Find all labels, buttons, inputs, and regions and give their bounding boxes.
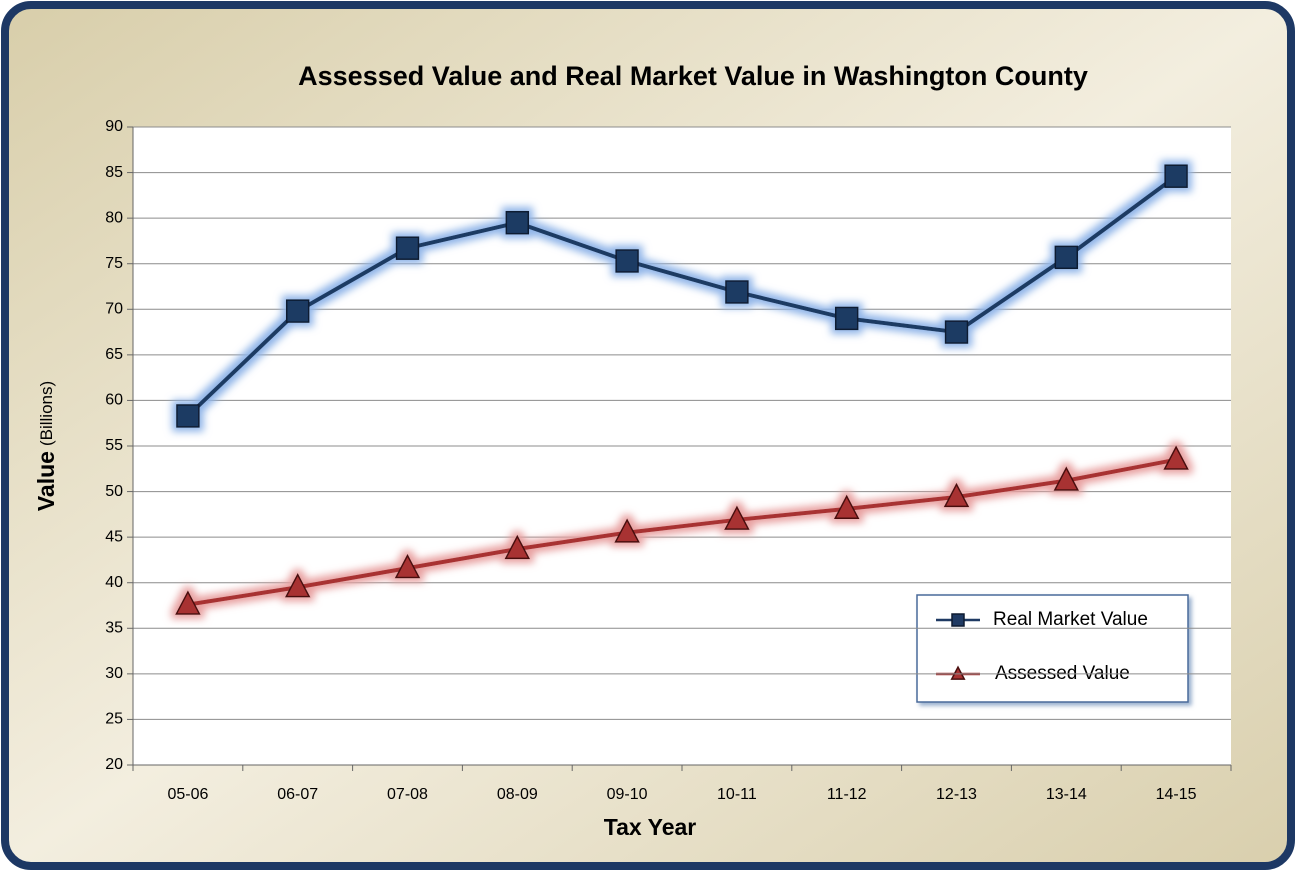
data-point bbox=[944, 320, 969, 344]
data-point bbox=[833, 494, 860, 519]
x-tick-label: 13-14 bbox=[1046, 786, 1087, 803]
y-tick-label: 60 bbox=[105, 392, 123, 409]
y-tick-label: 25 bbox=[105, 711, 123, 728]
data-point bbox=[285, 299, 310, 323]
data-point bbox=[725, 280, 749, 304]
y-tick-label: 70 bbox=[105, 301, 123, 318]
x-tick-label: 11-12 bbox=[827, 786, 867, 803]
y-tick-label: 40 bbox=[105, 574, 123, 591]
x-tick-label: 05-06 bbox=[167, 786, 208, 803]
y-axis-label-main: Value bbox=[33, 451, 59, 511]
y-tick-label: 20 bbox=[105, 756, 123, 773]
series-line bbox=[187, 457, 1177, 607]
y-tick-label: 85 bbox=[105, 164, 123, 181]
x-axis-label: Tax Year bbox=[604, 814, 697, 840]
y-tick-label: 35 bbox=[105, 620, 123, 637]
x-tick-label: 10-11 bbox=[717, 786, 757, 803]
legend-marker bbox=[950, 665, 966, 680]
data-point bbox=[724, 505, 750, 530]
data-point bbox=[175, 590, 201, 615]
x-tick-label: 07-08 bbox=[387, 786, 428, 803]
x-tick-label: 08-09 bbox=[497, 786, 538, 803]
y-tick-label: 80 bbox=[105, 209, 123, 226]
legend-box bbox=[916, 594, 1189, 703]
data-point bbox=[1164, 164, 1188, 188]
data-point bbox=[834, 306, 859, 331]
x-tick-label: 06-07 bbox=[277, 786, 318, 803]
data-point bbox=[1054, 245, 1079, 270]
data-point bbox=[615, 249, 639, 273]
data-point bbox=[614, 518, 640, 543]
data-point bbox=[504, 534, 531, 560]
data-point bbox=[284, 573, 311, 598]
y-tick-label: 65 bbox=[105, 346, 123, 363]
x-tick-label: 09-10 bbox=[607, 786, 648, 803]
data-point bbox=[1053, 466, 1080, 491]
data-point bbox=[394, 553, 421, 579]
data-point bbox=[505, 210, 530, 235]
series bbox=[176, 164, 1188, 428]
y-axis-label-unit: (Billions) bbox=[37, 381, 56, 446]
y-tick-label: 90 bbox=[105, 118, 123, 135]
y-tick-label: 50 bbox=[105, 483, 123, 500]
legend-marker bbox=[951, 613, 965, 627]
data-point bbox=[395, 236, 420, 260]
data-point bbox=[176, 404, 200, 428]
series-line bbox=[186, 174, 1178, 418]
series bbox=[175, 445, 1189, 615]
x-tick-label: 14-15 bbox=[1156, 786, 1197, 803]
legend-label: Real Market Value bbox=[993, 609, 1148, 630]
data-point bbox=[1163, 445, 1189, 470]
y-tick-label: 75 bbox=[105, 255, 123, 272]
y-tick-label: 55 bbox=[105, 437, 123, 454]
y-tick-label: 45 bbox=[105, 528, 123, 545]
x-tick-label: 12-13 bbox=[936, 786, 977, 803]
y-tick-label: 30 bbox=[105, 665, 123, 682]
y-axis-label: Value (Billions) bbox=[33, 381, 59, 511]
chart-title: Assessed Value and Real Market Value in … bbox=[298, 61, 1088, 91]
data-point bbox=[943, 482, 970, 508]
